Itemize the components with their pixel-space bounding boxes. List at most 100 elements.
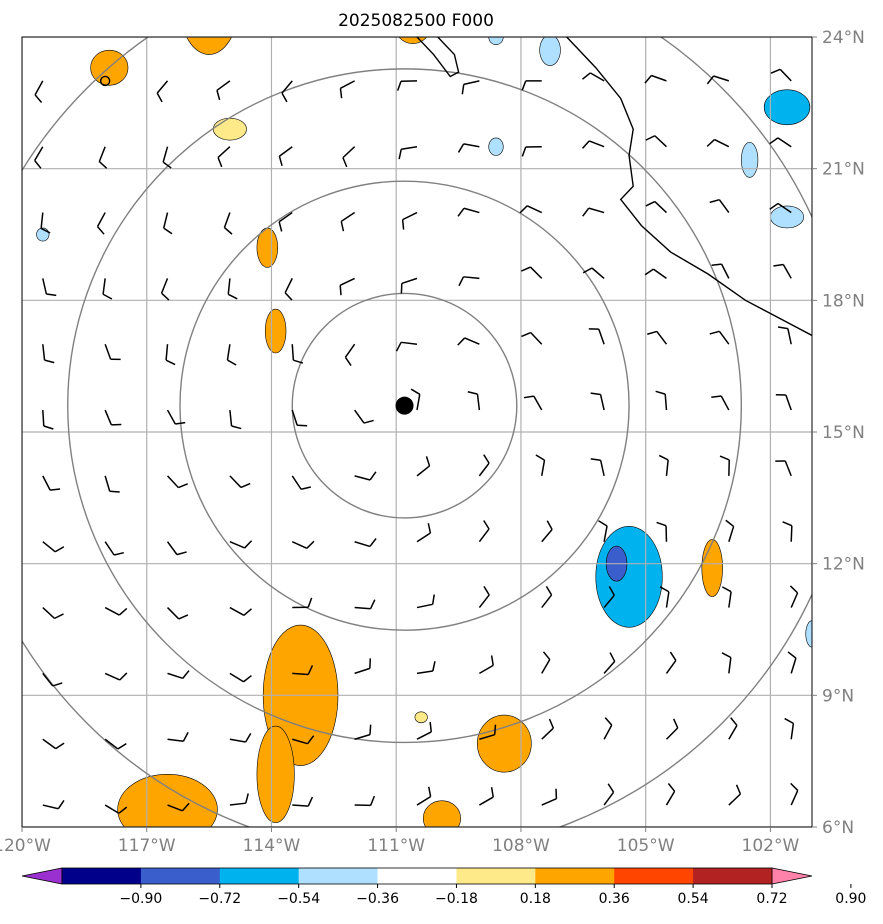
wind-barb [644, 268, 667, 280]
wind-barb [709, 330, 730, 345]
wind-barb [478, 585, 490, 609]
wind-barb [478, 787, 494, 806]
wind-barb [342, 146, 356, 168]
shaded-region-lightblue [577, 0, 598, 11]
wind-barb [603, 783, 615, 806]
wind-barb [725, 519, 735, 542]
lat-tick-label: 6°N [822, 818, 854, 838]
wind-barb [523, 395, 543, 411]
wind-barb [588, 328, 605, 345]
wind-barb [709, 198, 730, 213]
colorbar-segment [377, 868, 457, 884]
wind-barb [96, 212, 106, 235]
wind-barb [646, 14, 666, 23]
wind-barb [354, 409, 374, 424]
wind-barb [281, 80, 293, 103]
wind-barb [155, 15, 168, 34]
wind-barb [167, 802, 190, 812]
wind-barb [354, 538, 377, 548]
wind-barb [784, 717, 795, 740]
wind-barb [104, 409, 122, 426]
wind-barb [603, 717, 613, 740]
wind-barb [354, 795, 376, 807]
coastline-baja [416, 37, 460, 78]
wind-barb [706, 138, 730, 148]
wind-barb [521, 80, 542, 91]
lat-tick-label: 21°N [822, 160, 865, 180]
wind-barb [416, 456, 431, 477]
colorbar-segment [219, 868, 300, 884]
wind-barb [46, 37, 47, 38]
colorbar-segment [140, 868, 221, 884]
wind-barb [167, 732, 189, 742]
wind-barb [163, 212, 173, 235]
latitude-tick-labels: 24°N 21°N 18°N 15°N 12°N 9°N 6°N [812, 28, 865, 838]
colorbar-low-extension [21, 867, 63, 885]
wind-barb [416, 523, 432, 543]
wind-barb [790, 782, 799, 806]
wind-barb [582, 267, 605, 279]
wind-barb [775, 394, 792, 411]
lon-tick-label: 114°W [243, 836, 301, 856]
wind-barb [104, 738, 127, 750]
wind-barb [541, 718, 555, 740]
wind-barb [395, 341, 418, 352]
colorbar-level-label: 0.36 [599, 891, 630, 907]
wind-barb [396, 80, 418, 91]
wind-barb [789, 585, 799, 608]
wind-barb [104, 343, 121, 361]
wind-barbs [34, 5, 799, 814]
wind-barb [104, 606, 128, 616]
wind-barb [706, 75, 730, 85]
wind-barb [229, 732, 252, 743]
colorbar-level-label: 0.54 [678, 891, 709, 907]
wind-barb [582, 72, 605, 82]
wind-barb [665, 783, 676, 806]
wind-barb [278, 146, 293, 167]
wind-barb [775, 460, 792, 477]
wind-barb [541, 520, 553, 543]
storm-center-marker [395, 396, 414, 415]
wind-barb [229, 672, 252, 683]
wind-barb [416, 594, 435, 609]
wind-barb [401, 211, 418, 230]
wind-barb [416, 786, 432, 806]
wind-barb [777, 326, 792, 345]
wind-barb [521, 331, 543, 345]
shaded-region-yellow [414, 711, 428, 724]
wind-barb [98, 146, 108, 169]
wind-barb [782, 521, 793, 542]
wind-barb [770, 5, 791, 15]
wind-barb [478, 454, 490, 477]
range-ring [179, 180, 630, 631]
colorbar-level-label: 0.90 [835, 891, 866, 907]
colorbar-level-label: 0.72 [756, 891, 787, 907]
wind-barb [479, 724, 497, 740]
wind-barb [166, 475, 188, 489]
range-ring [291, 292, 518, 519]
shaded-region-blue [595, 526, 663, 628]
wind-barb [42, 738, 65, 750]
wind-barb [42, 344, 55, 364]
shaded-region-orange [673, 0, 702, 33]
wind-barb [535, 454, 546, 477]
wind-barb [457, 207, 480, 217]
wind-barb [665, 651, 677, 674]
wind-barb [769, 137, 792, 148]
wind-barb [42, 607, 64, 620]
wind-barb [291, 344, 304, 364]
wind-barb [541, 651, 551, 674]
wind-barb [398, 145, 418, 160]
wind-barb [644, 74, 667, 84]
shaded-region-lightblue [539, 37, 561, 66]
shaded-region-blue [763, 89, 811, 126]
wind-barb [42, 475, 61, 491]
wind-barb [603, 652, 616, 674]
wind-barb [458, 276, 480, 287]
wind-barb [217, 146, 231, 168]
colorbar-level-label: −0.18 [435, 891, 478, 907]
colorbar-level-label: −0.54 [277, 891, 320, 907]
wind-barb [104, 672, 128, 681]
wind-barb [665, 718, 679, 740]
